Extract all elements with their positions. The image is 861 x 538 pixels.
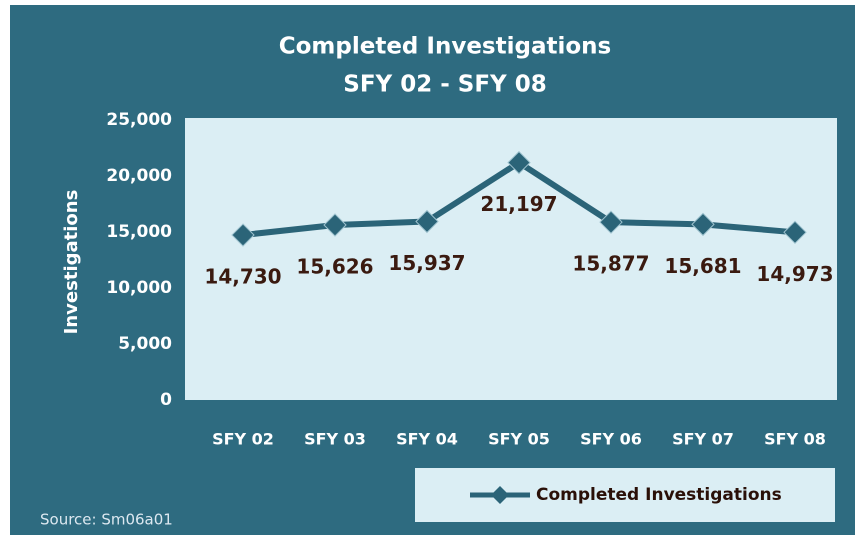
x-tick-label: SFY 06 — [580, 430, 642, 449]
data-label: 14,973 — [756, 262, 833, 286]
data-point — [415, 209, 439, 234]
y-tick-label: 15,000 — [106, 222, 172, 242]
y-tick-label: 5,000 — [118, 334, 172, 354]
chart-subtitle: SFY 02 - SFY 08 — [343, 72, 546, 98]
data-label: 14,730 — [204, 265, 281, 289]
source-note: Source: Sm06a01 — [40, 511, 173, 529]
data-label: 15,877 — [572, 252, 649, 276]
data-point — [231, 223, 255, 247]
y-axis-label: Investigations — [61, 190, 82, 335]
data-label: 15,937 — [388, 251, 465, 275]
chart-title: Completed Investigations — [279, 34, 611, 60]
y-tick-label: 10,000 — [106, 278, 172, 298]
data-label: 21,197 — [480, 192, 557, 216]
x-tick-label: SFY 07 — [672, 430, 734, 449]
y-tick-label: 25,000 — [106, 110, 172, 130]
y-tick-label: 0 — [160, 390, 172, 410]
x-tick-label: SFY 05 — [488, 430, 550, 449]
data-point — [783, 220, 807, 245]
data-point — [599, 210, 623, 234]
x-tick-label: SFY 04 — [396, 430, 458, 449]
x-tick-label: SFY 02 — [212, 430, 274, 449]
data-point — [691, 212, 715, 237]
data-label: 15,626 — [296, 254, 373, 278]
legend-marker — [491, 486, 509, 504]
legend-label: Completed Investigations — [536, 485, 782, 505]
data-label: 15,681 — [664, 254, 741, 278]
data-point — [323, 213, 347, 237]
x-tick-label: SFY 08 — [764, 430, 826, 449]
y-tick-label: 20,000 — [106, 166, 172, 186]
x-tick-label: SFY 03 — [304, 430, 366, 449]
data-point — [507, 150, 531, 175]
